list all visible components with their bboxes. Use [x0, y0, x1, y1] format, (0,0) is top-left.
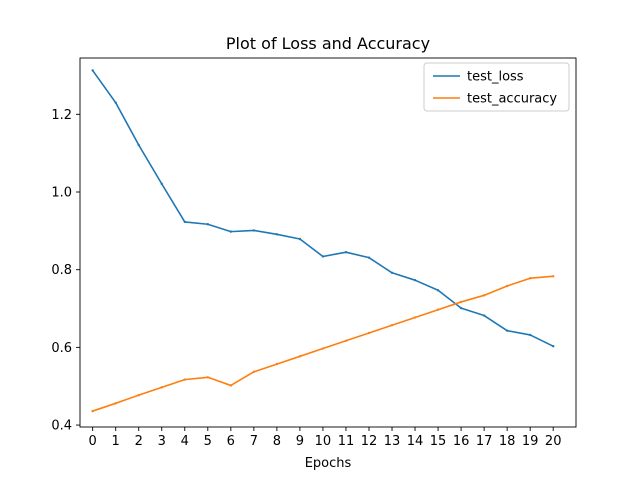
- x-tick-label: 4: [181, 434, 189, 449]
- data-point-test-accuracy-8: [275, 362, 279, 366]
- data-point-test-loss-14: [413, 278, 417, 282]
- y-tick-label: 0.6: [51, 341, 72, 356]
- x-axis-label: Epochs: [305, 456, 352, 471]
- data-point-test-accuracy-18: [505, 284, 509, 288]
- x-tick-label: 2: [135, 434, 143, 449]
- data-point-test-loss-2: [137, 143, 140, 147]
- data-point-test-accuracy-12: [367, 331, 371, 335]
- data-point-test-loss-5: [206, 223, 209, 226]
- x-tick-label: 11: [338, 434, 355, 449]
- chart-title: Plot of Loss and Accuracy: [226, 34, 430, 53]
- data-point-test-loss-4: [183, 220, 186, 224]
- data-point-test-accuracy-20: [552, 275, 555, 278]
- data-point-test-loss-3: [160, 182, 163, 186]
- data-point-test-accuracy-3: [160, 386, 163, 389]
- x-tick-label: 16: [453, 434, 470, 449]
- data-point-test-loss-16: [459, 306, 463, 310]
- axes: 0 1 2 3 4 5 6 7 8 9 10 11 12 13 14 15 16 17 18 19 200.40.60.…: [51, 57, 577, 449]
- x-tick-label: 19: [522, 434, 539, 449]
- data-point-test-loss-11: [344, 251, 348, 254]
- x-tick-label: 20: [545, 434, 562, 449]
- data-point-test-accuracy-15: [436, 308, 440, 311]
- data-point-test-loss-10: [321, 255, 325, 258]
- x-tick-label: 0: [89, 434, 97, 449]
- y-tick-label: 0.8: [51, 263, 72, 278]
- data-point-test-accuracy-16: [459, 300, 463, 304]
- x-tick-label: 13: [384, 434, 401, 449]
- data-point-test-loss-0: [91, 69, 94, 72]
- x-tick-label: 9: [296, 434, 304, 449]
- x-tick-label: 12: [361, 434, 378, 449]
- x-tick-label: 8: [273, 434, 281, 449]
- data-point-test-accuracy-11: [344, 339, 348, 342]
- data-point-test-accuracy-19: [528, 277, 532, 280]
- data-point-test-loss-9: [298, 237, 302, 241]
- plot-area: [91, 69, 555, 413]
- y-tick-label: 0.4: [51, 419, 72, 434]
- legend-box: [423, 62, 570, 112]
- x-tick-label: 1: [112, 434, 120, 449]
- data-point-test-loss-19: [528, 333, 532, 337]
- x-tick-label: 6: [227, 434, 235, 449]
- data-point-test-loss-12: [367, 256, 371, 259]
- data-point-test-accuracy-13: [390, 324, 394, 327]
- data-point-test-accuracy-10: [321, 347, 325, 350]
- data-point-test-loss-18: [505, 329, 509, 332]
- x-tick-label: 15: [430, 434, 447, 449]
- legend-label-test-loss: test_loss: [467, 70, 524, 85]
- data-point-test-loss-8: [275, 233, 279, 236]
- data-point-test-loss-20: [552, 345, 555, 348]
- data-point-test-loss-1: [114, 101, 117, 104]
- data-point-test-loss-7: [252, 229, 256, 232]
- data-point-test-accuracy-1: [114, 402, 117, 405]
- data-point-test-accuracy-2: [137, 393, 140, 397]
- data-point-test-loss-15: [436, 289, 440, 292]
- data-point-test-accuracy-6: [229, 384, 233, 387]
- legend-label-test-accuracy: test_accuracy: [467, 92, 557, 107]
- y-tick-label: 1.0: [51, 186, 72, 201]
- data-point-test-accuracy-7: [252, 370, 256, 374]
- x-tick-label: 10: [315, 434, 332, 449]
- data-point-test-loss-13: [390, 271, 394, 274]
- x-tick-label: 17: [476, 434, 493, 449]
- series-line-test-loss: [91, 69, 555, 348]
- data-point-test-accuracy-5: [206, 376, 209, 379]
- data-point-test-accuracy-4: [183, 378, 186, 381]
- axes-frame: [79, 57, 577, 428]
- x-tick-label: 7: [250, 434, 258, 449]
- legend: test_loss test_accuracy: [423, 62, 570, 112]
- y-tick-label: 1.2: [51, 108, 72, 123]
- data-point-test-accuracy-14: [413, 316, 417, 319]
- data-point-test-accuracy-9: [298, 355, 302, 358]
- data-point-test-loss-6: [229, 230, 233, 233]
- x-tick-label: 14: [407, 434, 424, 449]
- x-tick-label: 3: [158, 434, 166, 449]
- x-tick-label: 18: [499, 434, 516, 449]
- data-point-test-accuracy-0: [91, 409, 94, 413]
- data-point-test-loss-17: [482, 314, 486, 317]
- data-point-test-accuracy-17: [482, 294, 486, 297]
- x-tick-label: 5: [204, 434, 212, 449]
